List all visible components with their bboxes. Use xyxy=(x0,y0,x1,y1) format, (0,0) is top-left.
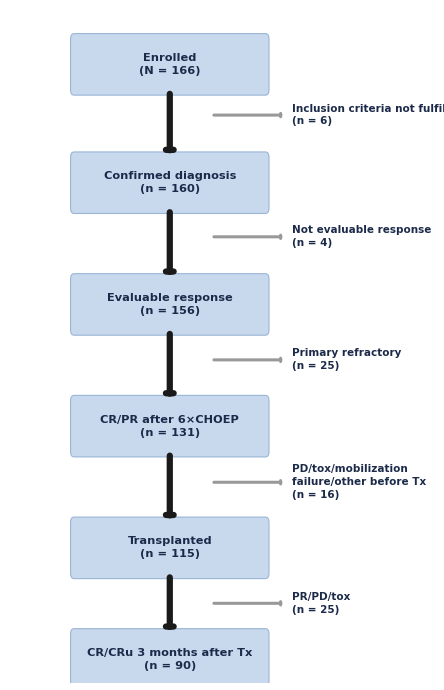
Text: Inclusion criteria not fulfilled
(n = 6): Inclusion criteria not fulfilled (n = 6) xyxy=(292,104,444,126)
Text: CR/CRu 3 months after Tx
(n = 90): CR/CRu 3 months after Tx (n = 90) xyxy=(87,648,253,671)
Text: Confirmed diagnosis
(n = 160): Confirmed diagnosis (n = 160) xyxy=(103,171,236,195)
FancyBboxPatch shape xyxy=(71,34,269,95)
Text: CR/PR after 6×CHOEP
(n = 131): CR/PR after 6×CHOEP (n = 131) xyxy=(100,415,239,437)
Text: Not evaluable response
(n = 4): Not evaluable response (n = 4) xyxy=(292,226,431,248)
Text: Enrolled
(N = 166): Enrolled (N = 166) xyxy=(139,52,201,76)
Text: PD/tox/mobilization
failure/other before Tx
(n = 16): PD/tox/mobilization failure/other before… xyxy=(292,464,426,500)
FancyBboxPatch shape xyxy=(71,395,269,457)
FancyBboxPatch shape xyxy=(71,629,269,690)
Text: Primary refractory
(n = 25): Primary refractory (n = 25) xyxy=(292,348,401,371)
FancyBboxPatch shape xyxy=(71,274,269,335)
Text: Evaluable response
(n = 156): Evaluable response (n = 156) xyxy=(107,293,233,316)
FancyBboxPatch shape xyxy=(71,517,269,579)
FancyBboxPatch shape xyxy=(71,152,269,213)
Text: PR/PD/tox
(n = 25): PR/PD/tox (n = 25) xyxy=(292,592,350,615)
Text: Transplanted
(n = 115): Transplanted (n = 115) xyxy=(127,536,212,560)
